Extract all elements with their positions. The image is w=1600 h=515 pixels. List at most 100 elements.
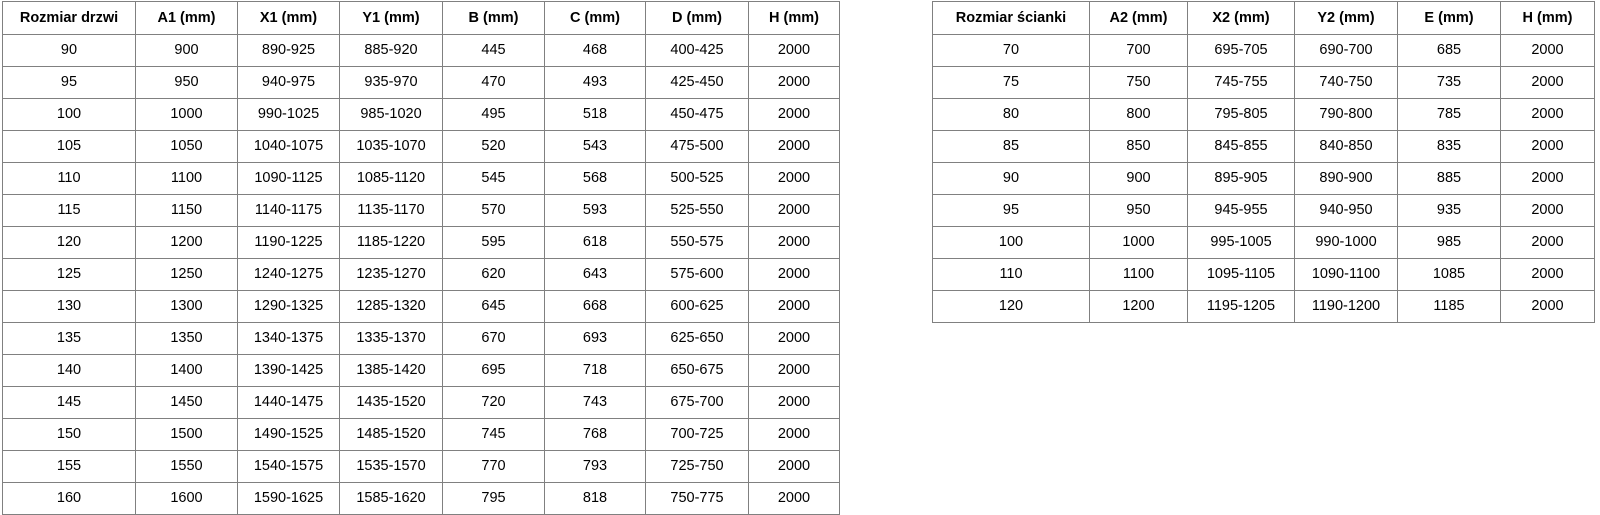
walls-column-header: E (mm) — [1397, 1, 1501, 35]
walls-cell: 2000 — [1500, 66, 1595, 99]
doors-cell: 600-625 — [645, 290, 749, 323]
doors-cell: 1135-1170 — [339, 194, 443, 227]
doors-cell: 2000 — [748, 258, 840, 291]
doors-cell: 568 — [544, 162, 646, 195]
doors-cell: 1235-1270 — [339, 258, 443, 291]
table-row: 120 1200 1195-1205 1190-1200 1185 2000 — [932, 290, 1595, 323]
doors-cell: 150 — [2, 418, 136, 451]
walls-column-header: X2 (mm) — [1187, 1, 1295, 35]
walls-cell: 850 — [1089, 130, 1188, 163]
doors-cell: 1535-1570 — [339, 450, 443, 483]
walls-cell: 700 — [1089, 34, 1188, 67]
doors-cell: 1285-1320 — [339, 290, 443, 323]
walls-cell: 940-950 — [1294, 194, 1398, 227]
walls-cell: 70 — [932, 34, 1090, 67]
walls-column-header: Y2 (mm) — [1294, 1, 1398, 35]
doors-cell: 500-525 — [645, 162, 749, 195]
doors-cell: 1290-1325 — [237, 290, 340, 323]
doors-cell: 2000 — [748, 482, 840, 515]
doors-cell: 550-575 — [645, 226, 749, 259]
walls-cell: 945-955 — [1187, 194, 1295, 227]
doors-cell: 135 — [2, 322, 136, 355]
doors-column-header: Rozmiar drzwi — [2, 1, 136, 35]
doors-cell: 90 — [2, 34, 136, 67]
walls-cell: 95 — [932, 194, 1090, 227]
doors-cell: 693 — [544, 322, 646, 355]
shower-door-dimension-table: Rozmiar drzwi A1 (mm) X1 (mm) Y1 (mm) B (mm)… — [2, 1, 840, 515]
walls-cell: 840-850 — [1294, 130, 1398, 163]
doors-cell: 2000 — [748, 162, 840, 195]
doors-cell: 593 — [544, 194, 646, 227]
doors-cell: 2000 — [748, 194, 840, 227]
doors-cell: 1540-1575 — [237, 450, 340, 483]
walls-table-body: 70 700 695-705 690-700 685 2000 75 750 745-755 74… — [932, 34, 1595, 323]
doors-cell: 520 — [442, 130, 545, 163]
doors-column-header: D (mm) — [645, 1, 749, 35]
walls-cell: 2000 — [1500, 34, 1595, 67]
walls-cell: 1100 — [1089, 258, 1188, 291]
doors-cell: 450-475 — [645, 98, 749, 131]
table-row: 145 1450 1440-1475 1435-1520 720 743 675-700 20… — [2, 386, 840, 419]
table-row: 135 1350 1340-1375 1335-1370 670 693 625-650 20… — [2, 322, 840, 355]
doors-cell: 105 — [2, 130, 136, 163]
doors-cell: 718 — [544, 354, 646, 387]
doors-cell: 1385-1420 — [339, 354, 443, 387]
table-row: 160 1600 1590-1625 1585-1620 795 818 750-775 20… — [2, 482, 840, 515]
doors-cell: 1490-1525 — [237, 418, 340, 451]
walls-cell: 100 — [932, 226, 1090, 259]
doors-cell: 1200 — [135, 226, 238, 259]
doors-cell: 940-975 — [237, 66, 340, 99]
table-row: 130 1300 1290-1325 1285-1320 645 668 600-625 20… — [2, 290, 840, 323]
doors-cell: 2000 — [748, 98, 840, 131]
walls-cell: 2000 — [1500, 226, 1595, 259]
walls-cell: 935 — [1397, 194, 1501, 227]
table-row: 85 850 845-855 840-850 835 2000 — [932, 130, 1595, 163]
doors-cell: 618 — [544, 226, 646, 259]
walls-cell: 110 — [932, 258, 1090, 291]
walls-cell: 1195-1205 — [1187, 290, 1295, 323]
doors-cell: 1085-1120 — [339, 162, 443, 195]
doors-cell: 543 — [544, 130, 646, 163]
doors-cell: 1240-1275 — [237, 258, 340, 291]
walls-cell: 735 — [1397, 66, 1501, 99]
doors-column-header: C (mm) — [544, 1, 646, 35]
doors-cell: 1185-1220 — [339, 226, 443, 259]
doors-cell: 745 — [442, 418, 545, 451]
doors-cell: 1485-1520 — [339, 418, 443, 451]
table-row: 120 1200 1190-1225 1185-1220 595 618 550-575 20… — [2, 226, 840, 259]
doors-cell: 668 — [544, 290, 646, 323]
walls-cell: 75 — [932, 66, 1090, 99]
doors-cell: 818 — [544, 482, 646, 515]
doors-cell: 1090-1125 — [237, 162, 340, 195]
doors-cell: 1590-1625 — [237, 482, 340, 515]
doors-column-header: Y1 (mm) — [339, 1, 443, 35]
doors-cell: 1440-1475 — [237, 386, 340, 419]
walls-cell: 795-805 — [1187, 98, 1295, 131]
doors-cell: 620 — [442, 258, 545, 291]
doors-cell: 935-970 — [339, 66, 443, 99]
doors-cell: 750-775 — [645, 482, 749, 515]
doors-cell: 1550 — [135, 450, 238, 483]
doors-cell: 115 — [2, 194, 136, 227]
table-row: 90 900 895-905 890-900 885 2000 — [932, 162, 1595, 195]
doors-cell: 400-425 — [645, 34, 749, 67]
doors-cell: 1250 — [135, 258, 238, 291]
doors-cell: 650-675 — [645, 354, 749, 387]
doors-cell: 1585-1620 — [339, 482, 443, 515]
walls-cell: 1185 — [1397, 290, 1501, 323]
walls-cell: 2000 — [1500, 258, 1595, 291]
doors-table-body: 90 900 890-925 885-920 445 468 400-425 2000 95 95… — [2, 34, 840, 515]
walls-cell: 845-855 — [1187, 130, 1295, 163]
doors-cell: 470 — [442, 66, 545, 99]
doors-cell: 643 — [544, 258, 646, 291]
walls-cell: 740-750 — [1294, 66, 1398, 99]
doors-cell: 475-500 — [645, 130, 749, 163]
doors-cell: 120 — [2, 226, 136, 259]
doors-cell: 1335-1370 — [339, 322, 443, 355]
walls-cell: 1095-1105 — [1187, 258, 1295, 291]
doors-cell: 2000 — [748, 450, 840, 483]
table-row: 140 1400 1390-1425 1385-1420 695 718 650-675 20… — [2, 354, 840, 387]
walls-column-header: A2 (mm) — [1089, 1, 1188, 35]
doors-cell: 793 — [544, 450, 646, 483]
walls-cell: 685 — [1397, 34, 1501, 67]
